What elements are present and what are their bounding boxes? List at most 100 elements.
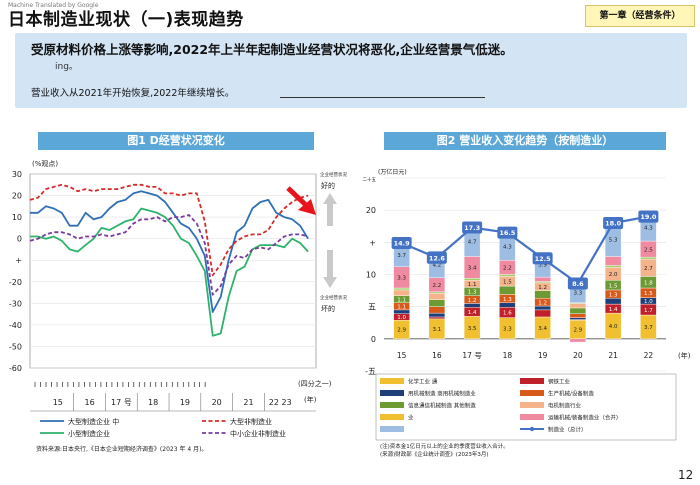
fig2-segment-label: 4.7 — [468, 240, 477, 246]
fig2-bar-segment — [428, 292, 446, 300]
fig2-legend-swatch — [520, 414, 544, 420]
fig2-bar-segment — [463, 278, 481, 281]
fig1-xtick-label: 18 — [148, 398, 158, 407]
fig2-legend-label: 电机制造行业 — [548, 402, 582, 410]
fig2-total-label: 19.0 — [640, 213, 657, 221]
fig2-bar-segment — [534, 290, 551, 299]
fig1-ytick-label: 20 — [12, 192, 22, 201]
fig2-xtick-label: 16 — [432, 351, 442, 360]
fig1-xtick-label: 16 — [84, 398, 94, 407]
fig2-bar-segment — [569, 307, 587, 314]
fig1-side-note-bottom: 企业经营状况 — [320, 294, 347, 301]
fig2-total-label: 16.5 — [499, 229, 516, 237]
fig1-ytick-label: -40 — [9, 321, 22, 330]
fig2-legend-label: 业 — [408, 414, 414, 422]
fig2-total-badge — [426, 251, 447, 264]
fig2-segment-label: 3.3 — [397, 276, 406, 282]
fig2-bar-segment — [428, 306, 446, 314]
page-title: 日本制造业现状（一)表现趋势 — [8, 10, 244, 30]
fig2-segment-label: 1.5 — [609, 283, 618, 289]
fig1-xlabel: (四分之一) — [298, 379, 332, 388]
fig2-segment-label: 2.0 — [609, 272, 618, 278]
fig1-xtick-label: 15 — [53, 398, 63, 407]
chapter-badge: 第一章（经营条件） — [585, 5, 695, 27]
fig1-xtick-label: 17 号 — [111, 398, 132, 407]
fig1-plot-frame — [29, 173, 317, 369]
fig1-quarter-marks: I I I I I I I I I I I I I I I I I I I I … — [34, 381, 207, 389]
fig2-bar-segment — [534, 276, 551, 282]
fig2-segment-label: 1.1 — [468, 282, 477, 288]
fig2-legend-swatch — [380, 390, 404, 396]
fig2-segment-label: 4.2 — [433, 262, 442, 268]
fig1-ylabel: (%观点) — [32, 160, 58, 168]
fig2-segment-label: 4.3 — [503, 245, 512, 251]
fig2-bar-segment — [534, 309, 551, 318]
fig2-segment-label: 3.9 — [538, 263, 547, 269]
fig1-legend-label: 中小企业非制造业 — [230, 429, 286, 438]
fig2-segment-label: 1.6 — [503, 311, 512, 317]
fig2-segment-label: 2.9 — [397, 328, 406, 334]
fig2-segment-label: 2.9 — [574, 328, 583, 334]
fig2-segment-label: 1.4 — [609, 307, 618, 313]
fig2-legend-swatch — [380, 426, 404, 432]
fig1-series-line-1 — [29, 183, 309, 277]
fig2-segment-label: 3.1 — [433, 327, 442, 333]
fig2-total-badge — [462, 221, 483, 234]
fig1-up-arrow — [323, 193, 337, 226]
fig1-legend-label: 大型制造企业 中 — [68, 417, 119, 426]
fig1-series-line-0 — [30, 190, 309, 313]
fig2-bar-segment — [604, 298, 622, 305]
fig2-ytick-label: -五 — [365, 367, 376, 376]
fig1-legend-label: 大型非制造业 — [230, 417, 272, 426]
fig2-segment-label: 1.3 — [468, 290, 477, 296]
fig2-segment-label: 4.3 — [644, 225, 653, 231]
fig2-legend-label: 钢铁工业 — [548, 378, 571, 386]
fig2-segment-label: 2.7 — [644, 266, 653, 272]
fig2-note: (注)资本金1亿日元以上的企业的季度营业收入合计。 — [380, 442, 509, 450]
fig2-bar-segment — [569, 303, 587, 309]
fig2-segment-label: 1.7 — [644, 308, 653, 314]
fig1-ytick-label: -60 — [9, 364, 22, 373]
fig2-segment-label: 2.5 — [644, 247, 653, 253]
fig2-xlabel-unit: (年) — [678, 351, 691, 360]
fig1-line-chart: 3020100+-20-30-40-50-60(%观点)企业经营状况好的企业经营… — [9, 160, 348, 453]
fig1-legend-label: 小型制造企业 — [68, 429, 110, 438]
fig2-total-label: 12.6 — [429, 254, 446, 262]
fig2-legend-label: 运输机械/装备制造业（合并） — [548, 414, 621, 422]
fig2-bar-segment — [463, 303, 481, 308]
fig2-segment-label: 4.0 — [609, 324, 618, 330]
fig2-legend-swatch — [380, 402, 404, 408]
fig2-legend-swatch — [520, 378, 544, 384]
fig2-xtick-label: 20 — [573, 351, 583, 360]
fig1-xtick-label: 22 23 — [269, 398, 292, 407]
fig1-ytick-label: -50 — [9, 342, 22, 351]
fig2-xtick-label: 19 — [538, 351, 548, 360]
fig1-highlight-arrowhead — [298, 199, 316, 215]
fig1-source: 资料来源:日本央行,《日本企业短期经济调查》(2023 年 4 月)。 — [36, 445, 207, 453]
fig1-ytick-label: 0 — [17, 235, 22, 244]
fig2-legend-swatch — [520, 402, 544, 408]
summary-underline — [280, 97, 485, 98]
fig2-segment-label: 5.3 — [609, 238, 618, 244]
fig2-segment-label: 3.4 — [538, 326, 547, 332]
fig2-segment-label: 1.3 — [609, 292, 618, 298]
fig2-xtick-label: 17 号 — [462, 351, 481, 360]
summary-box: 受原材料价格上涨等影响,2022年上半年起制造业经营状况将恶化,企业经营景气低迷… — [15, 33, 687, 108]
fig2-bar-segment — [428, 316, 446, 320]
watermark-text: Machine Translated by Google — [8, 2, 99, 9]
fig1-xtick-label: 21 — [243, 398, 253, 407]
fig2-ytick-label: 10 — [366, 271, 376, 280]
fig2-legend-label: 制造业（总计） — [548, 426, 587, 434]
fig2-segment-label: 1.4 — [468, 310, 477, 316]
fig1-series-line-3 — [29, 214, 309, 296]
fig1-title: 图1 D经营状况变化 — [38, 132, 314, 150]
fig2-legend-label: 用机械制造 商用机械制造业 — [408, 390, 476, 398]
fig1-xtick-label: 20 — [212, 398, 222, 407]
fig2-legend-swatch-dot — [529, 426, 535, 432]
fig2-segment-label: 1.2 — [538, 285, 547, 291]
fig2-ytick-label: + — [369, 238, 376, 247]
fig2-ytick-label: 五 — [368, 303, 376, 312]
fig2-segment-label: 1.0 — [644, 299, 653, 305]
fig2-bar-segment — [499, 274, 516, 277]
fig2-legend-label: 生产机械/设备制造 — [548, 390, 594, 398]
